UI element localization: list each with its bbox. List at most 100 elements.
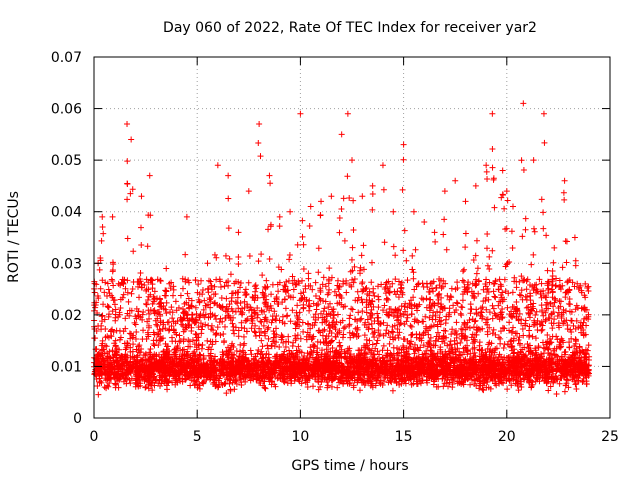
data-point xyxy=(461,319,468,326)
data-point xyxy=(484,245,491,252)
data-point xyxy=(128,375,135,382)
data-point xyxy=(551,299,558,306)
data-point xyxy=(156,301,163,308)
data-point xyxy=(374,337,381,344)
data-point xyxy=(583,356,590,363)
data-point xyxy=(312,292,319,299)
data-point xyxy=(315,269,322,276)
data-point xyxy=(542,317,549,324)
data-point xyxy=(422,313,429,320)
data-point xyxy=(351,366,358,373)
data-point xyxy=(193,337,200,344)
data-point xyxy=(540,350,547,357)
data-point xyxy=(279,319,286,326)
data-point xyxy=(265,226,272,233)
data-point xyxy=(314,301,321,308)
data-point xyxy=(290,339,297,346)
data-point xyxy=(508,228,515,235)
data-point xyxy=(129,334,136,341)
data-point xyxy=(168,304,175,311)
data-point xyxy=(165,327,172,334)
data-point xyxy=(464,281,471,288)
data-point xyxy=(223,390,230,397)
data-point xyxy=(223,295,230,302)
data-point xyxy=(117,355,124,362)
data-point xyxy=(552,297,559,304)
data-point xyxy=(233,348,240,355)
data-point xyxy=(449,376,456,383)
data-point xyxy=(254,350,261,357)
data-point xyxy=(547,383,554,390)
data-point xyxy=(337,293,344,300)
data-point xyxy=(262,385,269,392)
data-point xyxy=(386,340,393,347)
data-point xyxy=(556,298,563,305)
data-point xyxy=(303,296,310,303)
data-point xyxy=(294,302,301,309)
data-point xyxy=(402,308,409,315)
data-point xyxy=(544,267,551,274)
data-point xyxy=(352,297,359,304)
data-point xyxy=(376,373,383,380)
data-point xyxy=(310,383,317,390)
data-point xyxy=(328,274,335,281)
data-point xyxy=(435,300,442,307)
data-point xyxy=(461,283,468,290)
data-point xyxy=(479,386,486,393)
data-point xyxy=(130,341,137,348)
data-point xyxy=(350,227,357,234)
data-point xyxy=(220,339,227,346)
data-point xyxy=(381,239,388,246)
data-point xyxy=(480,387,487,394)
data-point xyxy=(518,273,525,280)
data-point xyxy=(181,315,188,322)
data-point xyxy=(568,329,575,336)
data-point xyxy=(300,266,307,273)
data-point xyxy=(237,280,244,287)
data-point xyxy=(383,361,390,368)
data-point xyxy=(506,327,513,334)
data-point xyxy=(458,325,465,332)
data-point xyxy=(265,335,272,342)
data-point xyxy=(522,372,529,379)
data-point xyxy=(516,310,523,317)
data-point xyxy=(571,283,578,290)
data-point xyxy=(426,314,433,321)
data-point xyxy=(584,284,591,291)
data-point xyxy=(498,283,505,290)
data-point xyxy=(390,356,397,363)
data-point xyxy=(97,255,104,262)
data-point xyxy=(449,384,456,391)
data-point xyxy=(545,357,552,364)
data-point xyxy=(129,186,136,193)
data-point xyxy=(574,354,581,361)
data-point xyxy=(235,327,242,334)
data-point xyxy=(251,297,258,304)
data-point xyxy=(428,303,435,310)
data-point xyxy=(395,278,402,285)
data-point xyxy=(319,281,326,288)
data-point xyxy=(247,347,254,354)
data-point xyxy=(509,245,516,252)
data-point xyxy=(509,370,516,377)
data-point xyxy=(319,347,326,354)
data-point xyxy=(467,350,474,357)
data-point xyxy=(366,377,373,384)
data-point xyxy=(461,320,468,327)
data-point xyxy=(556,380,563,387)
data-point xyxy=(149,300,156,307)
data-point xyxy=(360,266,367,273)
data-point xyxy=(461,266,468,273)
data-point xyxy=(184,290,191,297)
data-point xyxy=(348,283,355,290)
data-point xyxy=(489,315,496,322)
data-point xyxy=(221,283,228,290)
data-point xyxy=(336,339,343,346)
data-point xyxy=(395,294,402,301)
data-point xyxy=(400,342,407,349)
data-point xyxy=(120,291,127,298)
data-point xyxy=(432,238,439,245)
data-point xyxy=(157,277,164,284)
data-point xyxy=(239,370,246,377)
data-point xyxy=(330,315,337,322)
